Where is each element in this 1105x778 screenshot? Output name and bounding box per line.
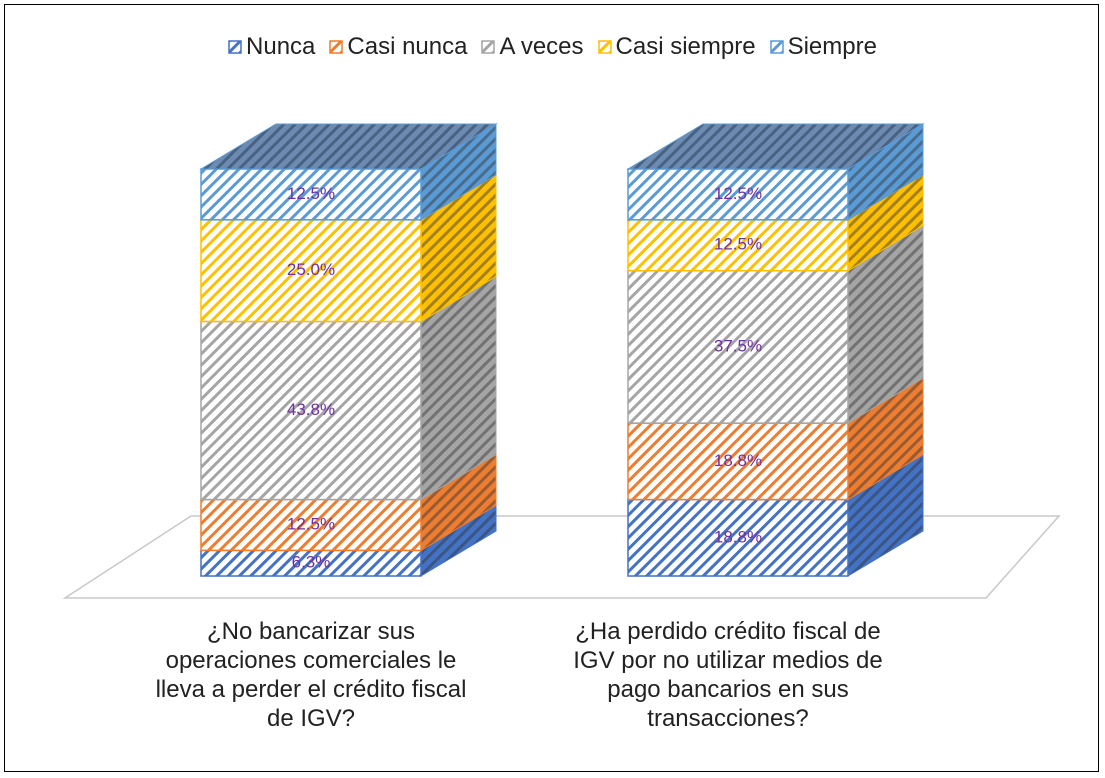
data-label: 37.5% — [714, 336, 762, 355]
data-label: 12.5% — [714, 235, 762, 254]
legend-swatch — [228, 40, 242, 54]
legend-label: Casi siempre — [615, 33, 756, 60]
bar-segment — [627, 269, 849, 424]
legend-label: Casi nunca — [347, 33, 468, 60]
legend-swatch — [597, 40, 612, 54]
legend-swatch — [769, 40, 784, 54]
data-label: 12.5% — [714, 184, 762, 203]
x-tick-label: ¿Ha perdido crédito fiscal de IGV por no… — [573, 618, 883, 732]
bar-segment — [627, 219, 849, 272]
data-label: 25.0% — [287, 260, 335, 279]
bar-segment — [627, 422, 849, 501]
bar-segment — [200, 219, 422, 323]
bar-segment — [627, 498, 849, 577]
data-label: 6.3% — [292, 553, 331, 572]
legend-item: Casi siempre — [597, 33, 756, 61]
bar-segment — [200, 320, 422, 501]
legend-item: Siempre — [769, 33, 877, 61]
legend-item: A veces — [481, 33, 584, 61]
legend-label: A veces — [499, 33, 584, 60]
legend: Nunca Casi nunca A veces Casi siempre Siempr… — [5, 33, 1100, 61]
data-label: 12.5% — [287, 184, 335, 203]
data-label: 12.5% — [287, 514, 335, 533]
bar-top — [626, 123, 925, 170]
data-label: 43.8% — [287, 400, 335, 419]
data-label: 18.8% — [714, 527, 762, 546]
legend-label: Nunca — [246, 33, 316, 60]
floor — [62, 515, 1061, 599]
data-label: 18.8% — [714, 451, 762, 470]
x-tick-label: ¿No bancarizar sus operaciones comercial… — [155, 618, 467, 732]
legend-swatch — [329, 40, 344, 54]
legend-item: Nunca — [228, 33, 315, 61]
chart-frame: Nunca Casi nunca A veces Casi siempre Siempr… — [4, 4, 1099, 772]
chart: 6.3% 12.5% 43.8% 25.0% 12.5% 18.8% 18.8% 37.5% 1… — [62, 123, 1061, 599]
legend-swatch — [481, 40, 496, 54]
bar-top — [199, 123, 498, 170]
legend-label: Siempre — [787, 33, 877, 60]
bar-segment — [200, 549, 422, 577]
legend-item: Casi nunca — [329, 33, 467, 61]
